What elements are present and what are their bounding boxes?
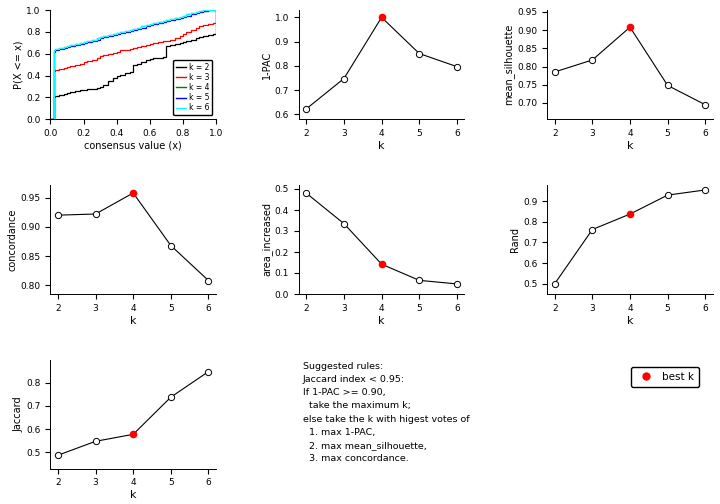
Y-axis label: concordance: concordance [8, 208, 18, 271]
Y-axis label: Jaccard: Jaccard [14, 396, 24, 432]
Y-axis label: area_increased: area_increased [261, 203, 272, 276]
X-axis label: k: k [130, 490, 137, 500]
Text: Suggested rules:
Jaccard index < 0.95:
If 1-PAC >= 0.90,
  take the maximum k;
e: Suggested rules: Jaccard index < 0.95: I… [303, 362, 469, 463]
Legend: k = 2, k = 3, k = 4, k = 5, k = 6: k = 2, k = 3, k = 4, k = 5, k = 6 [174, 60, 212, 115]
Y-axis label: 1-PAC: 1-PAC [262, 50, 272, 79]
Y-axis label: Rand: Rand [510, 227, 521, 252]
X-axis label: k: k [626, 316, 634, 326]
X-axis label: consensus value (x): consensus value (x) [84, 141, 182, 151]
Y-axis label: mean_silhouette: mean_silhouette [504, 24, 515, 105]
X-axis label: k: k [378, 141, 385, 151]
X-axis label: k: k [130, 316, 137, 326]
X-axis label: k: k [378, 316, 385, 326]
X-axis label: k: k [626, 141, 634, 151]
Y-axis label: P(X <= x): P(X <= x) [14, 40, 24, 89]
Legend: best k: best k [631, 367, 699, 388]
